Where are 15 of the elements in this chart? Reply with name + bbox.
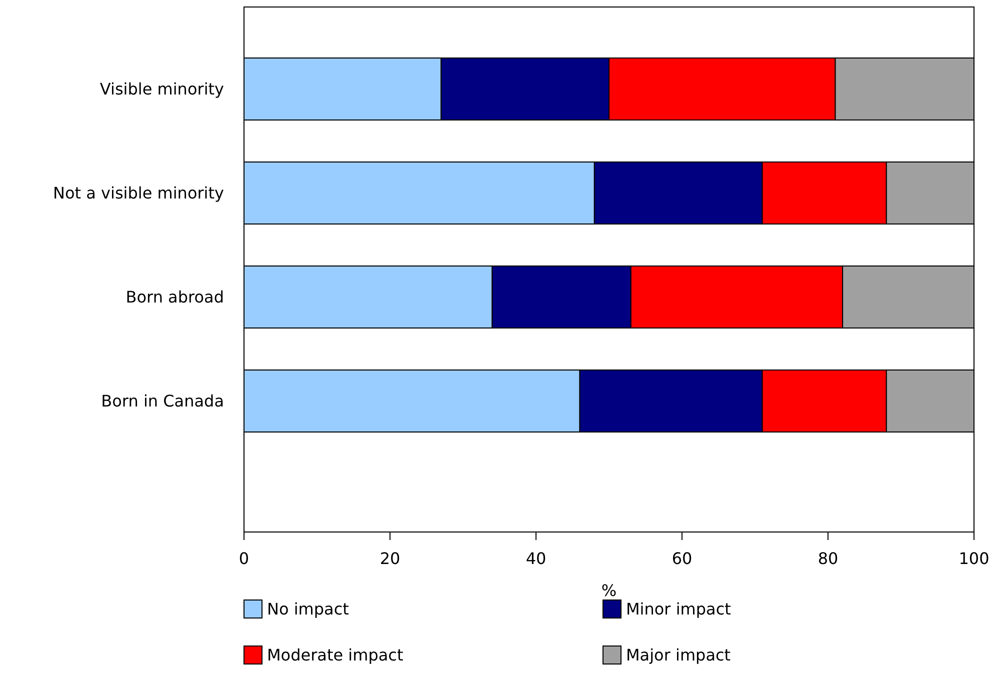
legend-label: Minor impact [626, 600, 731, 619]
legend-label: No impact [267, 600, 349, 619]
x-tick-label: 80 [818, 548, 838, 568]
x-axis-title: % [601, 581, 617, 600]
x-tick-label: 60 [672, 548, 692, 568]
y-tick-label: Born in Canada [101, 392, 224, 411]
y-tick-label: Born abroad [126, 288, 224, 307]
x-tick-label: 40 [526, 548, 546, 568]
x-tick-label: 0 [238, 548, 250, 568]
x-tick-label: 20 [380, 548, 400, 568]
y-tick-label: Visible minority [100, 80, 224, 99]
legend-label: Moderate impact [267, 646, 404, 665]
x-tick-label: 100 [958, 548, 990, 568]
y-tick-label: Not a visible minority [53, 184, 224, 203]
legend-label: Major impact [626, 646, 731, 665]
